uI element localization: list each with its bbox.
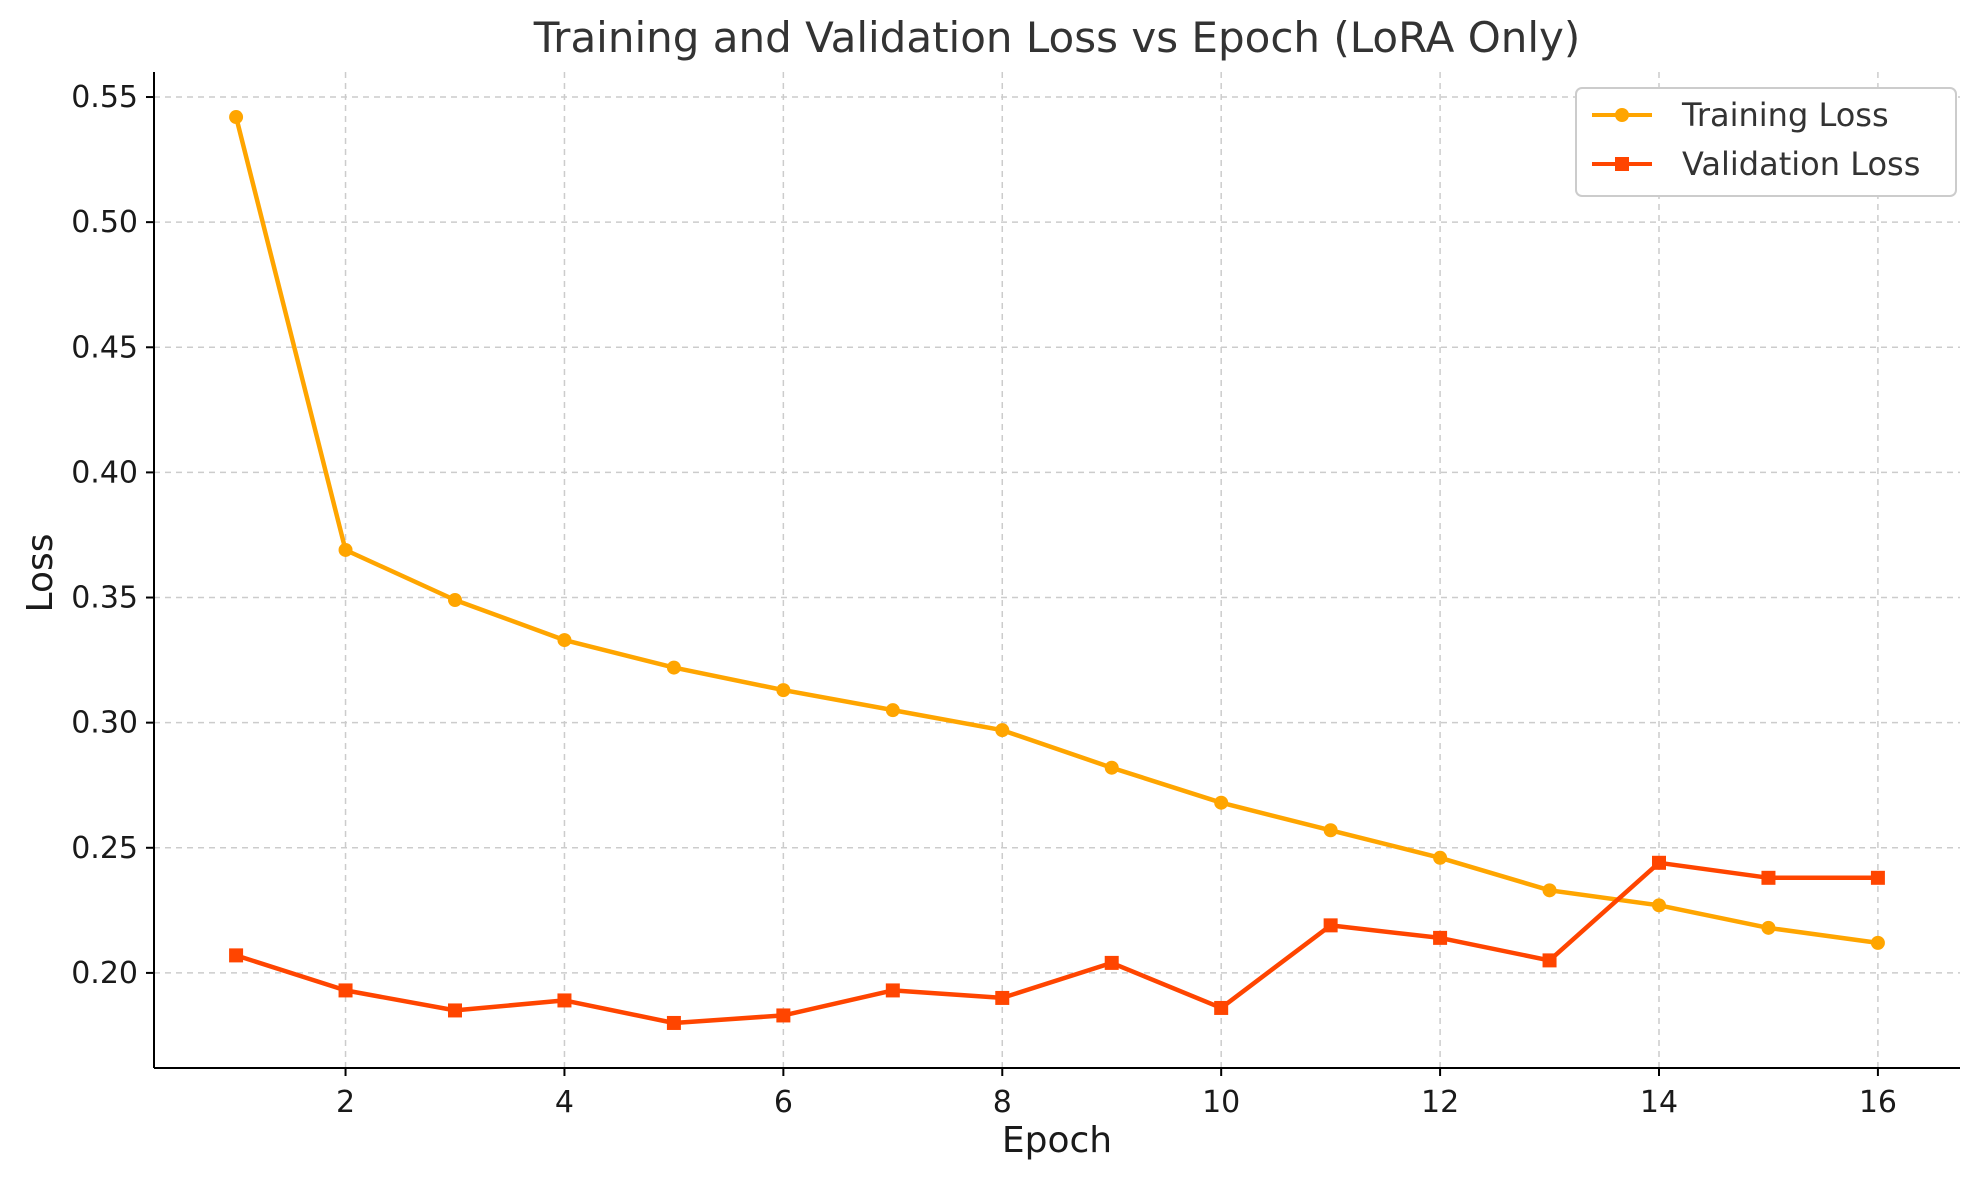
training-loss-point: [1542, 883, 1557, 898]
validation-loss-point: [1214, 1000, 1229, 1015]
validation-loss-point: [229, 948, 244, 963]
validation-loss-point: [1323, 918, 1338, 933]
training-loss-point: [666, 660, 681, 675]
y-tick-label: 0.40: [71, 455, 138, 490]
y-tick-label: 0.50: [71, 205, 138, 240]
x-tick-label: 12: [1421, 1085, 1459, 1120]
x-tick-label: 14: [1640, 1085, 1678, 1120]
y-tick-label: 0.20: [71, 956, 138, 991]
validation-loss-point: [1542, 953, 1557, 968]
validation-loss-point: [995, 990, 1010, 1005]
validation-loss-point: [1433, 930, 1448, 945]
chart-title: Training and Validation Loss vs Epoch (L…: [533, 13, 1581, 62]
validation-loss-point: [1652, 855, 1666, 870]
x-tick-label: 6: [774, 1085, 793, 1120]
legend-training-label: Training Loss: [1681, 96, 1889, 134]
legend: Training Loss Validation Loss: [1575, 87, 1957, 197]
y-tick-label: 0.30: [71, 706, 138, 741]
y-tick-label: 0.55: [71, 80, 138, 115]
y-tick-label: 0.45: [71, 330, 138, 365]
validation-loss-point: [1870, 870, 1885, 885]
training-loss-point: [229, 110, 244, 125]
validation-loss-line: [235, 860, 1878, 1026]
training-loss-point: [995, 723, 1010, 738]
training-loss-point: [776, 683, 791, 698]
legend-frame: [1575, 87, 1957, 197]
validation-loss-point: [338, 983, 353, 998]
training-loss-point: [1214, 795, 1229, 810]
tick-labels: 2 4 6 8 10 12 14 16 0.20 0.25 0.30 0.35 0.40 0.45 0.50…: [71, 80, 1897, 1120]
x-tick-label: 10: [1202, 1085, 1240, 1120]
legend-validation-marker: [1615, 157, 1629, 171]
training-loss-point: [1761, 920, 1776, 935]
training-loss-point: [1652, 898, 1666, 913]
training-loss-point: [338, 542, 353, 557]
x-axis-label: Epoch: [1002, 1120, 1112, 1161]
training-loss-line: [233, 116, 1879, 946]
x-tick-label: 2: [336, 1085, 355, 1120]
validation-loss-point: [557, 993, 572, 1008]
training-loss-point: [448, 593, 462, 608]
legend-validation-label: Validation Loss: [1682, 145, 1920, 183]
x-tick-label: 4: [555, 1085, 574, 1120]
training-loss-point: [557, 633, 572, 648]
training-loss-point: [1323, 823, 1338, 838]
x-tick-label: 16: [1859, 1085, 1897, 1120]
training-loss-point: [1104, 760, 1119, 775]
validation-loss-point: [885, 983, 900, 998]
validation-loss-point: [1761, 870, 1776, 885]
validation-loss-point: [776, 1008, 791, 1023]
validation-loss-point: [448, 1003, 462, 1018]
axes: [146, 72, 1960, 1076]
x-tick-label: 8: [993, 1085, 1012, 1120]
y-tick-label: 0.35: [71, 581, 138, 616]
legend-training-marker: [1615, 108, 1629, 122]
y-tick-label: 0.25: [71, 831, 138, 866]
training-loss-point: [1870, 935, 1885, 950]
y-axis-label: Loss: [20, 534, 61, 613]
grid-lines: [154, 72, 1960, 1068]
training-loss-point: [1433, 850, 1448, 865]
validation-loss-point: [1104, 955, 1119, 970]
plot-series: [229, 110, 1885, 1030]
validation-loss-point: [666, 1015, 681, 1030]
training-loss-point: [885, 703, 900, 718]
